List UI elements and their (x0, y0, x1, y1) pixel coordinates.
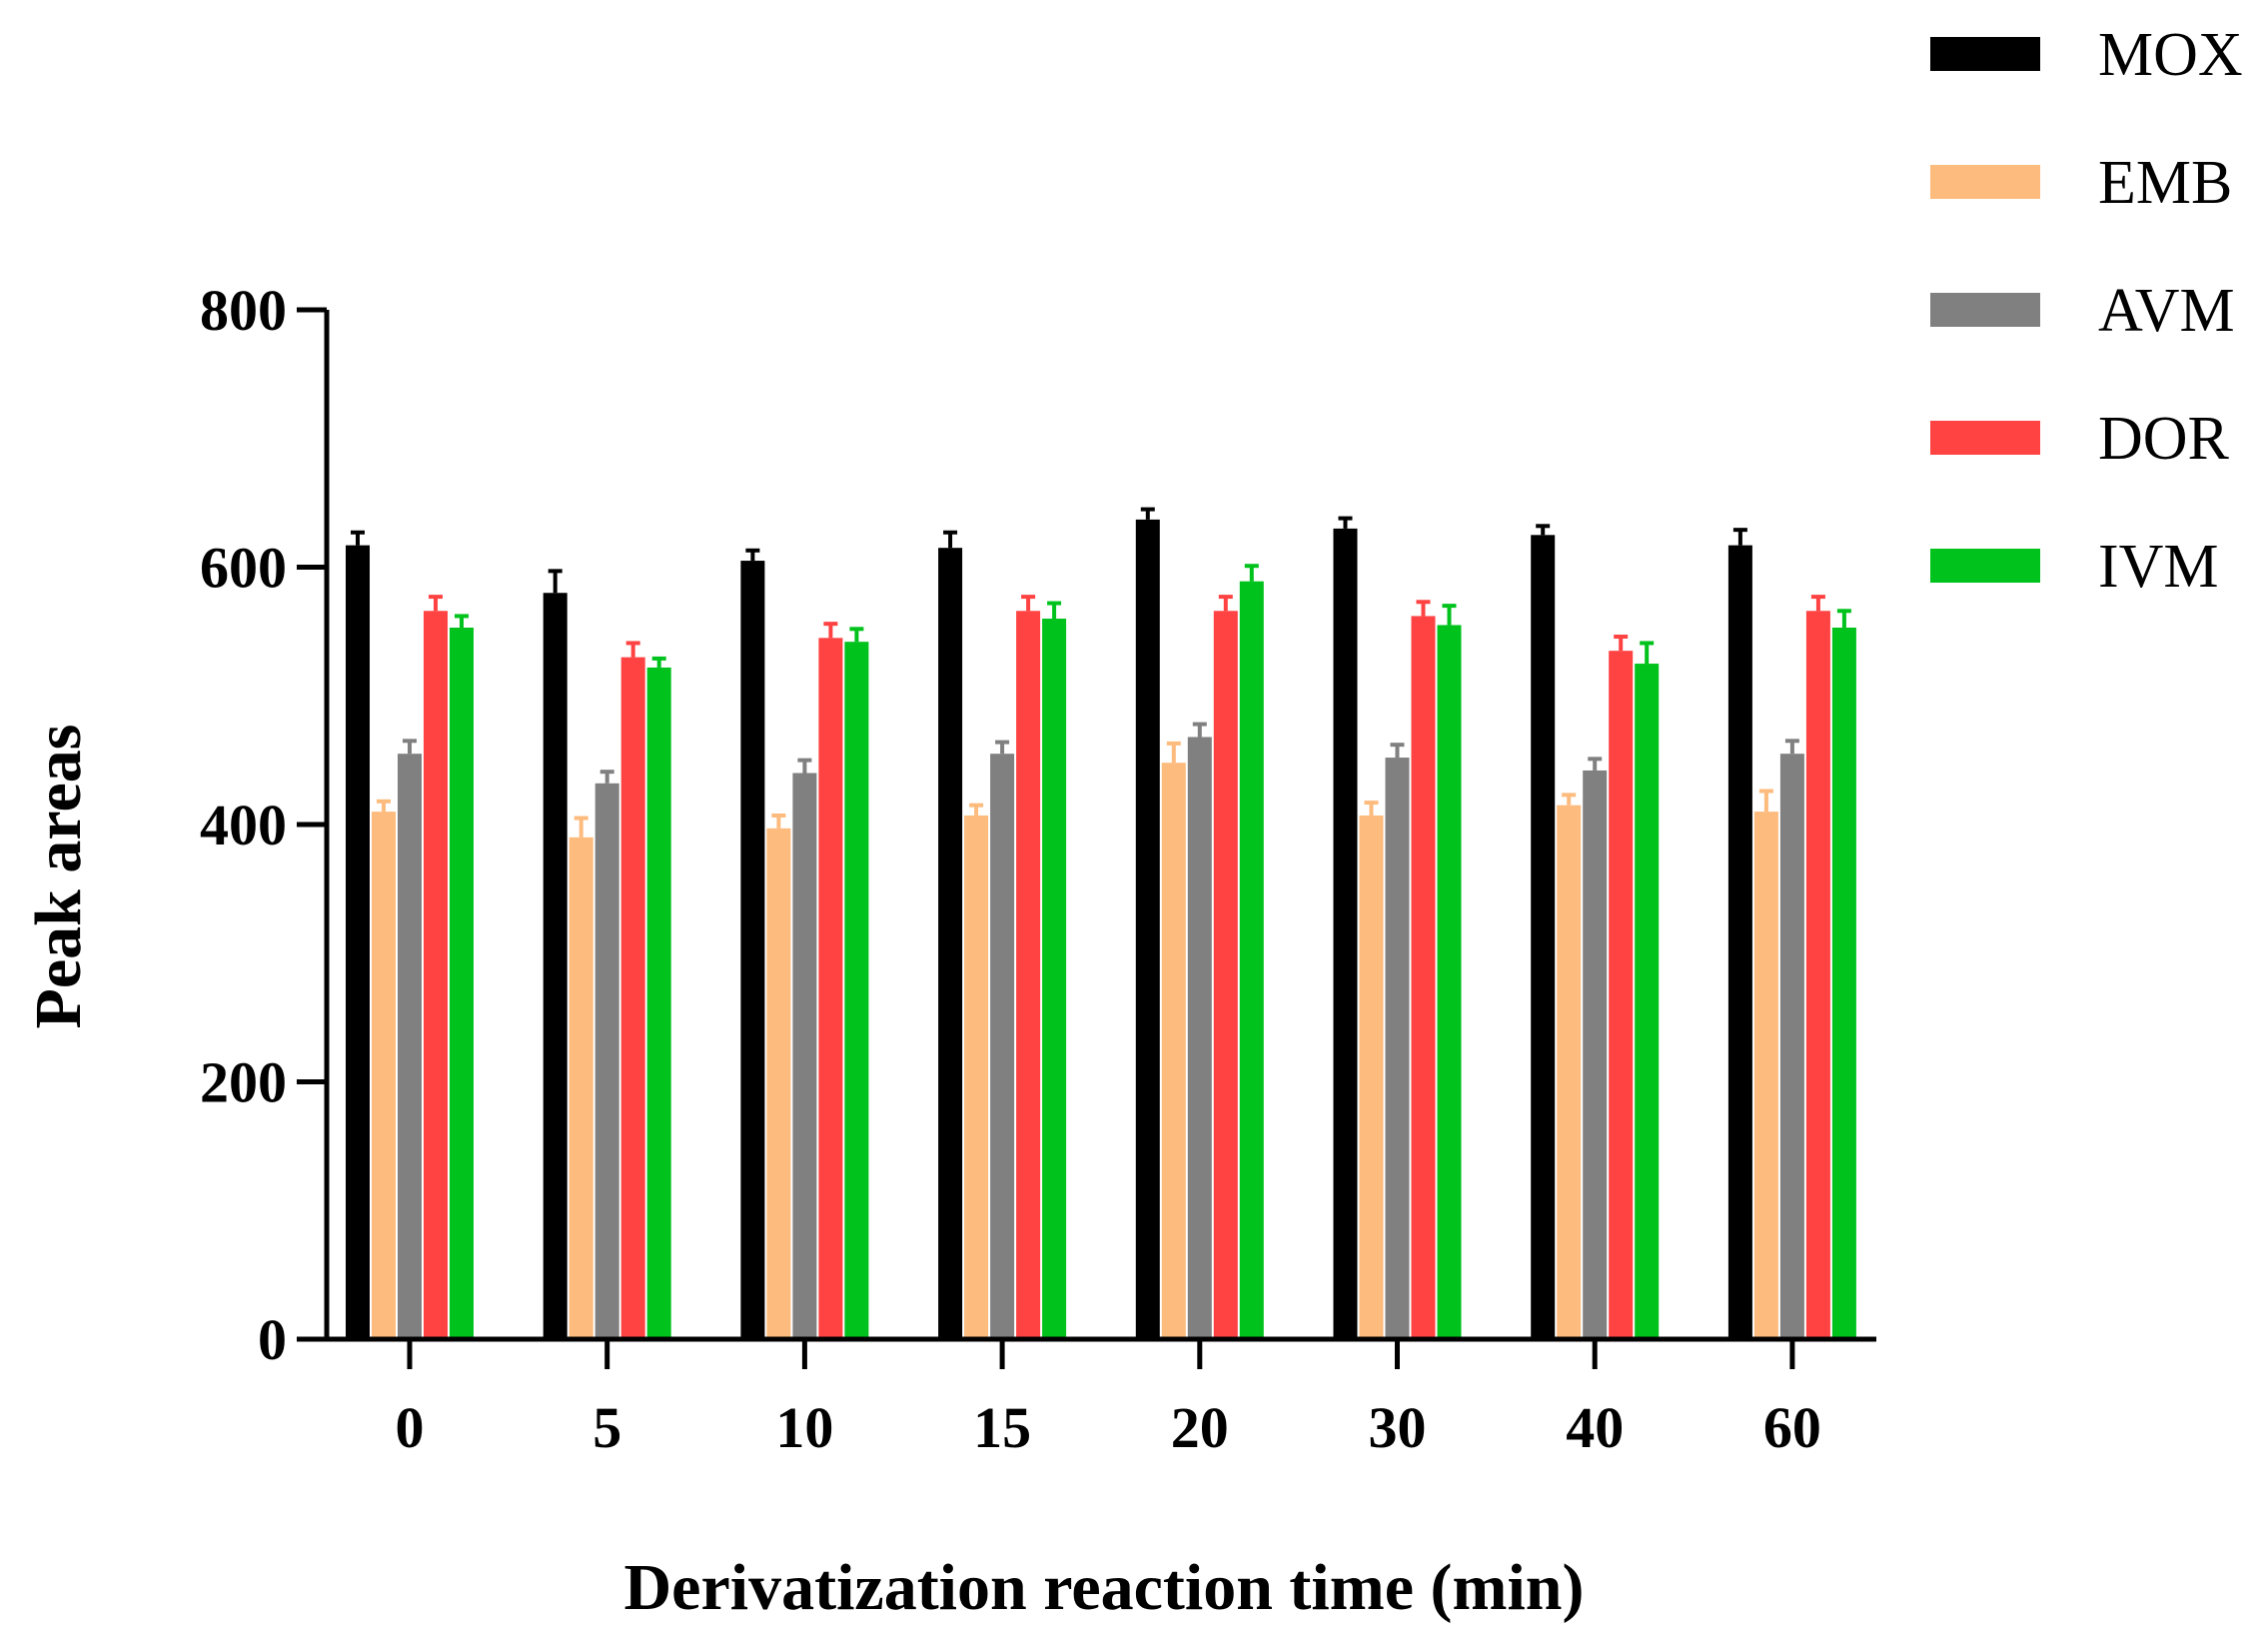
x-tick-label: 40 (1566, 1395, 1624, 1460)
bar-dor-20 (1213, 611, 1238, 1339)
bar-dor-60 (1805, 611, 1830, 1339)
bar-emb-20 (1161, 763, 1186, 1339)
bar-mox-60 (1727, 545, 1752, 1339)
bar-avm-40 (1583, 770, 1608, 1339)
bar-avm-30 (1385, 758, 1410, 1339)
bar-avm-60 (1779, 754, 1804, 1339)
legend-swatch-mox (1930, 37, 2040, 71)
bar-ivm-0 (450, 628, 474, 1339)
bar-avm-15 (990, 754, 1015, 1339)
bar-emb-5 (568, 836, 593, 1339)
x-ticks: 0 5 10 15 20 30 40 60 (396, 1339, 1821, 1460)
legend-swatch-dor (1930, 421, 2040, 455)
x-tick-label: 5 (592, 1395, 621, 1460)
legend-label-emb: EMB (2098, 149, 2232, 217)
legend-swatch-emb (1930, 165, 2040, 199)
bar-ivm-30 (1437, 625, 1462, 1339)
bar-dor-30 (1411, 616, 1436, 1339)
bar-ivm-20 (1239, 581, 1264, 1339)
x-tick-label: 10 (775, 1395, 833, 1460)
y-tick-label: 200 (200, 1050, 287, 1115)
bar-emb-60 (1753, 812, 1778, 1339)
bar-ivm-15 (1042, 619, 1067, 1339)
x-tick-label: 30 (1369, 1395, 1427, 1460)
y-axis-title: Peak areas (22, 725, 95, 1029)
y-tick-label: 600 (200, 536, 287, 601)
bar-avm-20 (1187, 737, 1212, 1339)
bar-emb-40 (1557, 805, 1582, 1339)
bar-mox-30 (1333, 528, 1358, 1339)
legend: MOX EMB AVM DOR IVM (1930, 21, 2243, 601)
x-tick-label: 15 (973, 1395, 1031, 1460)
bar-ivm-10 (844, 642, 869, 1339)
legend-label-avm: AVM (2098, 277, 2235, 345)
bar-mox-10 (740, 561, 765, 1339)
bar-mox-40 (1531, 535, 1556, 1339)
bar-dor-5 (620, 657, 645, 1339)
x-tick-label: 20 (1171, 1395, 1229, 1460)
bar-ivm-40 (1635, 664, 1660, 1339)
x-tick-label: 0 (396, 1395, 425, 1460)
bar-emb-15 (964, 815, 989, 1339)
legend-label-ivm: IVM (2098, 533, 2219, 601)
bar-dor-15 (1016, 611, 1041, 1339)
bar-mox-5 (543, 593, 567, 1339)
x-axis-title: Derivatization reaction time (min) (624, 1551, 1585, 1624)
bar-emb-0 (372, 812, 396, 1339)
bars-layer (346, 519, 1856, 1339)
bar-emb-30 (1359, 815, 1384, 1339)
legend-label-mox: MOX (2098, 21, 2243, 89)
y-tick-label: 800 (200, 278, 287, 343)
bar-mox-0 (346, 545, 370, 1339)
bar-emb-10 (766, 827, 791, 1339)
error-bars-layer (351, 507, 1851, 837)
y-ticks: 0 200 400 600 800 (200, 278, 327, 1372)
bar-avm-5 (594, 783, 619, 1339)
x-tick-label: 60 (1763, 1395, 1821, 1460)
bar-ivm-60 (1831, 628, 1856, 1339)
bar-ivm-5 (646, 667, 671, 1339)
bar-mox-15 (938, 548, 963, 1339)
bar-mox-20 (1135, 519, 1160, 1339)
y-tick-label: 0 (258, 1307, 287, 1372)
legend-swatch-ivm (1930, 549, 2040, 583)
legend-swatch-avm (1930, 293, 2040, 327)
y-tick-label: 400 (200, 793, 287, 857)
bar-dor-10 (818, 638, 843, 1339)
bar-avm-0 (398, 754, 422, 1339)
bar-dor-40 (1609, 651, 1634, 1339)
bar-avm-10 (792, 773, 817, 1339)
bar-dor-0 (424, 611, 448, 1339)
legend-label-dor: DOR (2098, 405, 2230, 473)
